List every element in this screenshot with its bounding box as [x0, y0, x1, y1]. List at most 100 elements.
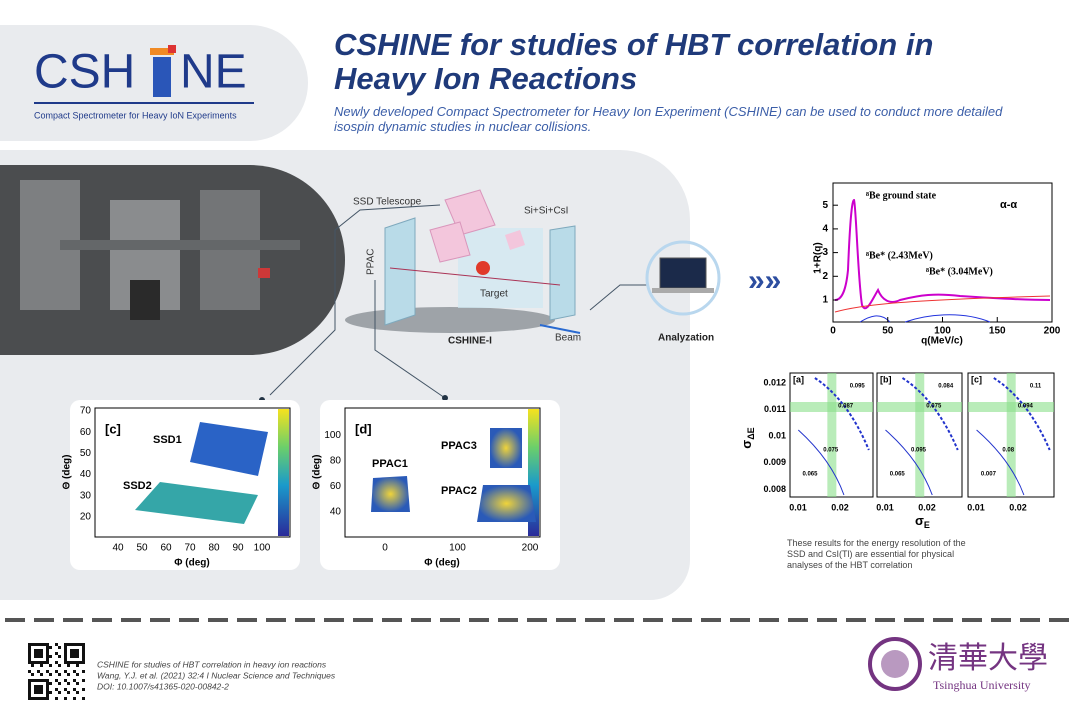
panel-label: [c]	[971, 374, 982, 384]
map-frame	[94, 407, 291, 538]
qr-module	[46, 649, 49, 652]
qr-module	[40, 664, 43, 667]
qr-module	[34, 652, 37, 655]
contour	[976, 429, 1025, 496]
panel-label: [d]	[355, 421, 372, 436]
qr-module	[31, 643, 34, 646]
axis-symbol: σ	[915, 513, 924, 528]
qr-module	[40, 673, 43, 676]
qr-module	[28, 661, 31, 664]
setup-label: CSHINE-I	[448, 336, 492, 347]
detector-label: PPAC2	[441, 485, 477, 497]
y-tick-label: 4	[822, 224, 828, 235]
qr-module	[43, 661, 46, 664]
qr-module	[58, 673, 61, 676]
x-tick-label: 70	[184, 543, 196, 554]
contour-label: 0.075	[823, 448, 839, 454]
qr-module	[46, 652, 49, 655]
heatmap-ppac2	[477, 485, 536, 522]
qr-module	[70, 661, 73, 664]
qr-module	[46, 661, 49, 664]
subtitle: Newly developed Compact Spectrometer for…	[334, 104, 1003, 134]
contour-label: 0.075	[926, 404, 942, 410]
qr-module	[49, 664, 52, 667]
y-tick-label: 40	[330, 507, 342, 518]
qr-module	[37, 652, 40, 655]
qr-module	[58, 682, 61, 685]
setup-label: Beam	[555, 333, 581, 344]
qr-module	[34, 679, 37, 682]
qr-module	[55, 652, 58, 655]
qr-module	[37, 691, 40, 694]
qr-module	[49, 655, 52, 658]
detector-label: PPAC3	[441, 440, 477, 452]
x-tick-label: 0.01	[967, 502, 985, 512]
qr-module	[28, 643, 31, 646]
qr-module	[70, 649, 73, 652]
qr-module	[73, 670, 76, 673]
qr-module	[43, 643, 46, 646]
qr-module	[82, 679, 85, 682]
x-tick-label: 60	[160, 543, 172, 554]
x-tick-label: 0	[830, 326, 836, 337]
qr-module	[64, 649, 67, 652]
qr-module	[67, 691, 70, 694]
qr-module	[55, 643, 58, 646]
heatmap-ppac3	[490, 428, 522, 468]
contour	[993, 377, 1051, 451]
qr-module	[28, 649, 31, 652]
colorbar	[528, 409, 539, 536]
university-name-cn: 清華大學	[928, 641, 1048, 676]
qr-module	[40, 697, 43, 700]
qr-module	[58, 655, 61, 658]
fit-curve	[834, 295, 1051, 313]
x-tick-label: 200	[522, 543, 539, 554]
contour-label: 0.08	[1002, 448, 1014, 454]
x-tick-label: 90	[232, 543, 244, 554]
qr-module	[46, 685, 49, 688]
qr-module	[73, 688, 76, 691]
x-tick-label: 200	[1044, 326, 1061, 337]
qr-module	[82, 688, 85, 691]
qr-module	[76, 652, 79, 655]
university-name: Tsinghua University	[933, 678, 1030, 692]
detector-label: PPAC1	[372, 458, 408, 470]
setup-diagram	[259, 189, 648, 403]
qr-module	[43, 697, 46, 700]
contour	[885, 429, 933, 496]
citation: CSHINE for studies of HBT correlation in…	[97, 659, 327, 669]
y-tick-label: 20	[80, 512, 92, 523]
qr-module	[28, 688, 31, 691]
x-tick-label: 100	[449, 543, 466, 554]
qr-module	[46, 697, 49, 700]
panel-label: [b]	[880, 374, 892, 384]
qr-module	[34, 649, 37, 652]
qr-module	[37, 655, 40, 658]
contour	[797, 429, 845, 496]
qr-module	[73, 649, 76, 652]
qr-module	[46, 694, 49, 697]
laptop-ring	[645, 240, 721, 316]
qr-module	[49, 673, 52, 676]
qr-module	[67, 664, 70, 667]
map-frame	[344, 407, 541, 538]
x-tick-label: 80	[208, 543, 220, 554]
contour	[814, 377, 870, 451]
qr-module	[40, 679, 43, 682]
qr-module	[46, 643, 49, 646]
x-tick-label: 50	[882, 326, 894, 337]
qr-module	[46, 682, 49, 685]
qr-code	[28, 643, 85, 700]
x-tick-label: 0.02	[1009, 502, 1027, 512]
contour-label: 0.094	[1018, 404, 1034, 410]
axis-symbol: σ	[739, 440, 754, 449]
qr-module	[31, 679, 34, 682]
annotation: ⁸Be* (3.04MeV)	[926, 266, 993, 277]
y-axis-label: Θ (deg)	[312, 455, 323, 490]
qr-module	[76, 682, 79, 685]
qr-module	[46, 646, 49, 649]
qr-module	[82, 646, 85, 649]
qr-module	[76, 664, 79, 667]
qr-module	[46, 679, 49, 682]
